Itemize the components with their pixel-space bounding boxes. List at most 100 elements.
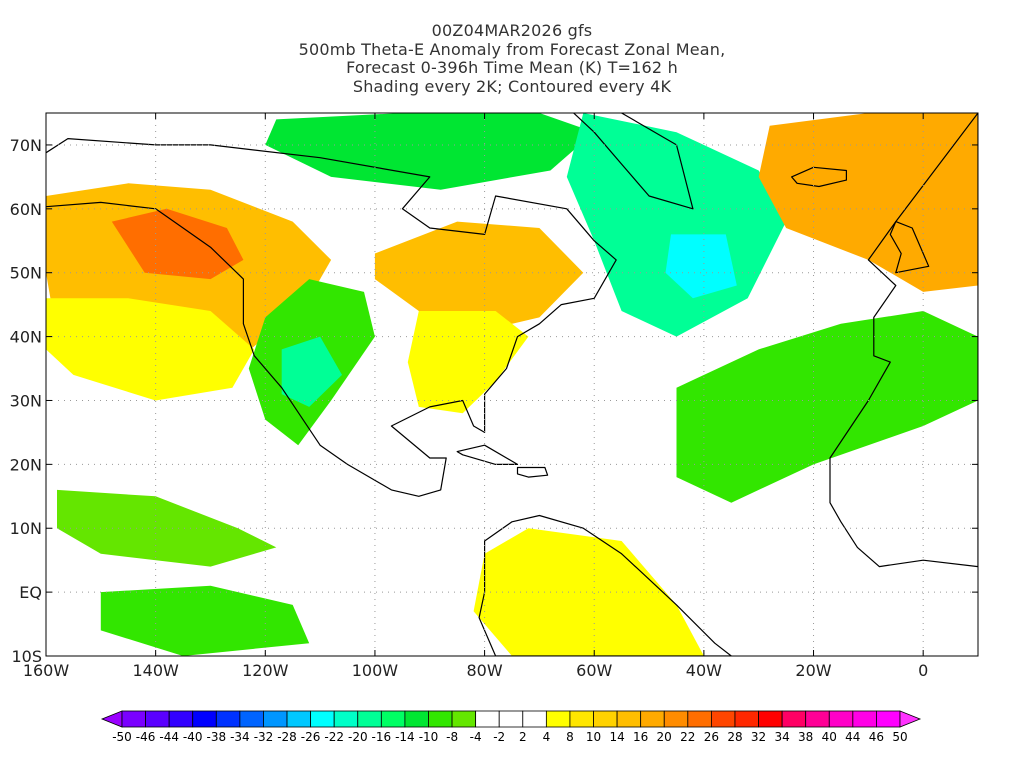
lon-tick-label: 20W xyxy=(795,661,831,680)
colorbar-label: -2 xyxy=(493,730,505,744)
colorbar-label: -28 xyxy=(277,730,297,744)
lat-tick-label: 30N xyxy=(10,391,42,410)
coastline-hispaniola xyxy=(516,466,549,478)
anomaly-region-south-america-warm xyxy=(473,528,704,656)
colorbar-label: 34 xyxy=(774,730,789,744)
lat-tick-label: EQ xyxy=(19,583,42,602)
colorbar-swatch xyxy=(522,710,547,728)
coastline-cuba xyxy=(456,444,519,465)
colorbar-swatch xyxy=(734,710,759,728)
colorbar-swatch xyxy=(121,710,146,728)
colorbar-swatch xyxy=(263,710,288,728)
colorbar-label: 32 xyxy=(751,730,766,744)
colorbar-label: -46 xyxy=(136,730,156,744)
graticule-layer xyxy=(46,113,978,656)
colorbar-swatch xyxy=(710,710,736,728)
colorbar-label: -20 xyxy=(348,730,368,744)
lon-tick-label: 80W xyxy=(466,661,502,680)
anomaly-region-tropical-pacific-south-cool xyxy=(100,585,310,656)
colorbar-label: 20 xyxy=(657,730,672,744)
title-line-1: 00Z04MAR2026 gfs xyxy=(431,21,593,40)
anomaly-region-eastern-us-warm xyxy=(407,311,529,414)
lon-tick-label: 100W xyxy=(352,661,399,680)
colorbar-label: 2 xyxy=(519,730,527,744)
colorbar-label: 44 xyxy=(845,730,860,744)
colorbar-swatch xyxy=(475,710,500,728)
colorbar-swatch xyxy=(545,710,571,728)
lat-tick-label: 50N xyxy=(10,264,42,283)
anomaly-region-eastern-canada-warm xyxy=(374,221,584,331)
lat-tick-label: 70N xyxy=(10,136,42,155)
colorbar-label: 26 xyxy=(704,730,719,744)
colorbar-swatch xyxy=(569,710,594,728)
lat-tick-label: 20N xyxy=(10,455,42,474)
colorbar-swatch xyxy=(145,710,170,728)
colorbar-swatch xyxy=(828,710,854,728)
anomaly-region-europe-warm xyxy=(758,113,978,292)
figure-title-block: 00Z04MAR2026 gfs 500mb Theta-E Anomaly f… xyxy=(0,21,1024,96)
colorbar-label: 14 xyxy=(609,730,624,744)
lon-tick-label: 40W xyxy=(686,661,722,680)
coastline-europe-africa xyxy=(829,113,978,568)
lon-tick-label: 0 xyxy=(918,661,928,680)
lat-tick-label: 10N xyxy=(10,519,42,538)
colorbar-swatch xyxy=(852,710,877,728)
colorbar-label: -50 xyxy=(112,730,132,744)
anomaly-region-subtropical-atlantic-cool xyxy=(676,311,978,503)
colorbar-label: -34 xyxy=(230,730,250,744)
lon-tick-label: 160W xyxy=(23,661,70,680)
colorbar-label: -44 xyxy=(159,730,179,744)
anomaly-region-subtropical-pacific-warm xyxy=(46,298,255,401)
colorbar-swatch xyxy=(168,710,194,728)
colorbar-label: -14 xyxy=(395,730,415,744)
lat-tick-label: 40N xyxy=(10,328,42,347)
anomaly-region-western-us-core xyxy=(281,336,342,407)
colorbar-swatch xyxy=(310,710,335,728)
colorbar-label: -22 xyxy=(324,730,344,744)
colorbar-label: -8 xyxy=(446,730,458,744)
colorbar-swatch xyxy=(333,710,359,728)
title-line-4: Shading every 2K; Contoured every 4K xyxy=(352,76,672,96)
colorbar-swatch xyxy=(192,710,217,728)
colorbar-swatch xyxy=(239,710,264,728)
colorbar-swatch xyxy=(215,710,241,728)
colorbar-swatch xyxy=(687,710,712,728)
colorbar-swatch xyxy=(380,710,406,728)
colorbar-swatch xyxy=(805,710,830,728)
colorbar-swatch xyxy=(640,710,665,728)
lat-tick-label: 10S xyxy=(11,647,42,666)
colorbar-label: 10 xyxy=(586,730,601,744)
colorbar-label: 8 xyxy=(566,730,574,744)
colorbar-swatch xyxy=(498,710,524,728)
anomaly-region-arctic-canada-cool xyxy=(265,113,595,190)
title-line-2: 500mb Theta-E Anomaly from Forecast Zona… xyxy=(298,39,726,59)
colorbar-swatch xyxy=(876,710,901,728)
colorbar-swatch xyxy=(593,710,618,728)
colorbar-swatch xyxy=(428,710,453,728)
anomaly-region-north-atlantic-core xyxy=(665,234,737,299)
colorbar-swatch xyxy=(404,710,429,728)
lon-tick-label: 120W xyxy=(242,661,289,680)
colorbar-label: 22 xyxy=(680,730,695,744)
map-frame xyxy=(45,112,979,657)
colorbar-label: 16 xyxy=(633,730,648,744)
colorbar-swatch xyxy=(663,710,689,728)
lon-tick-label: 60W xyxy=(576,661,612,680)
colorbar-swatch xyxy=(100,710,123,728)
colorbar-label: -40 xyxy=(183,730,203,744)
colorbar-swatch xyxy=(758,710,783,728)
coastline-great-britain xyxy=(889,221,930,274)
colorbar-swatch xyxy=(781,710,807,728)
colorbar-label: -38 xyxy=(206,730,226,744)
lon-tick-label: 140W xyxy=(132,661,179,680)
title-line-3: Forecast 0-396h Time Mean (K) T=162 h xyxy=(346,58,678,77)
colorbar-label: 38 xyxy=(798,730,813,744)
colorbar-label: -4 xyxy=(470,730,482,744)
colorbar-swatch xyxy=(286,710,312,728)
anomaly-region-ne-pacific-core xyxy=(111,208,244,280)
colorbar-swatch xyxy=(616,710,642,728)
colorbar-swatch xyxy=(451,710,477,728)
colorbar-label: -32 xyxy=(254,730,274,744)
coastline-layer xyxy=(46,113,978,656)
